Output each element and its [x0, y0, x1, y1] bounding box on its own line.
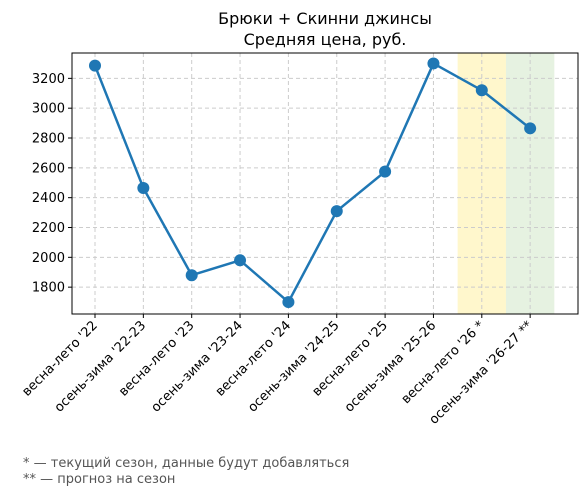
x-tick-label-2: осень-зима '22-23	[52, 318, 149, 415]
y-tick-label-6: 2800	[32, 132, 65, 147]
y-axis: 1800 2000 2200 2400 2600 2800 3000 3200	[32, 72, 72, 296]
y-tick-label-5: 2600	[32, 161, 65, 176]
data-point-9	[475, 84, 488, 97]
y-tick-label-4: 2400	[32, 191, 65, 206]
footnote-forecast: ** — прогноз на сезон	[23, 472, 176, 487]
data-point-7	[379, 165, 392, 178]
data-point-1	[89, 59, 101, 72]
x-tick-label-6: осень-зима '24-25	[245, 318, 342, 415]
highlight-bands	[457, 53, 555, 314]
data-point-2	[137, 181, 150, 194]
x-tick-label-9: весна-лето '26 *	[399, 318, 488, 407]
x-tick-label-8: осень-зима '25-26	[342, 318, 439, 415]
y-tick-label-1: 1800	[32, 281, 65, 296]
data-point-5	[282, 296, 295, 309]
plot-frame	[71, 52, 579, 315]
data-point-4	[234, 254, 247, 267]
data-point-3	[185, 269, 198, 282]
highlight-band-2	[505, 53, 555, 314]
footnote-current-season: * — текущий сезон, данные будут добавлят…	[23, 456, 350, 471]
chart-subtitle: Средняя цена, руб.	[244, 30, 407, 49]
y-tick-label-3: 2200	[32, 221, 65, 236]
y-tick-label-8: 3200	[32, 72, 65, 87]
data-point-10	[524, 122, 537, 135]
x-tick-label-4: осень-зима '23-24	[149, 318, 246, 415]
series-price	[89, 57, 537, 309]
grid-lines	[72, 53, 578, 314]
data-point-6	[330, 205, 343, 218]
data-point-8	[427, 57, 440, 70]
series-line-1	[93, 62, 531, 304]
y-tick-label-7: 3000	[32, 102, 65, 117]
y-tick-label-2: 2000	[32, 251, 65, 266]
chart-title: Брюки + Скинни джинсы	[218, 9, 432, 28]
